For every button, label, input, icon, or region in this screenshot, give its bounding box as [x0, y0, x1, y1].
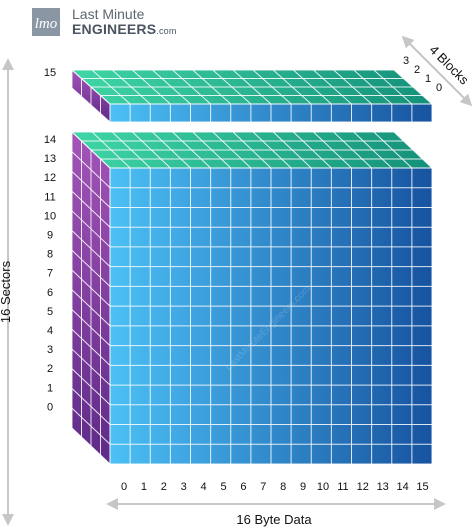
grid-line [71, 289, 111, 327]
logo-badge-text: lmo [35, 16, 58, 32]
sector-number-label: 7 [47, 268, 53, 280]
bytes-axis-title: 16 Byte Data [236, 512, 312, 527]
grid-line [71, 368, 111, 406]
byte-number-label: 15 [416, 481, 428, 493]
block-number-label: 1 [425, 73, 431, 85]
grid-line [71, 328, 111, 366]
blocks-axis-arrow [401, 35, 473, 107]
sector-number-label: 14 [44, 134, 56, 146]
byte-number-label: 4 [201, 481, 207, 493]
byte-number-label: 0 [121, 481, 127, 493]
sector-number-label: 12 [44, 172, 56, 184]
cube-grid [71, 131, 433, 465]
logo-text-main: ENGINEERS [72, 21, 157, 37]
trailer-sector-number: 15 [44, 67, 56, 79]
sector-number-label: 2 [47, 363, 53, 375]
byte-number-label: 12 [357, 481, 369, 493]
byte-number-label: 1 [141, 481, 147, 493]
sector-number-label: 3 [47, 344, 53, 356]
sector-main-cube [71, 131, 433, 465]
logo-badge-icon: lmo [32, 8, 60, 36]
sectors-axis-title: 16 Sectors [0, 260, 13, 323]
sector-number-label: 5 [47, 306, 53, 318]
grid-line [71, 210, 111, 248]
sector-number-label: 6 [47, 287, 53, 299]
grid-line [71, 230, 111, 268]
byte-number-label: 13 [377, 481, 389, 493]
byte-number-labels: 0 1 2 3 4 5 6 7 8 9 10 11 12 13 14 15 [121, 481, 429, 493]
byte-number-label: 9 [300, 481, 306, 493]
sector-number-label: 11 [44, 191, 55, 203]
grid-line [71, 269, 111, 307]
byte-number-label: 10 [317, 481, 329, 493]
byte-number-label: 2 [161, 481, 167, 493]
grid-line [71, 190, 111, 228]
grid-line [71, 87, 111, 123]
sector-number-label: 0 [47, 401, 53, 413]
byte-number-label: 7 [260, 481, 266, 493]
block-number-label: 3 [403, 55, 409, 67]
grid-line [71, 171, 111, 208]
sector-number-label: 13 [44, 153, 56, 165]
grid-line [71, 407, 111, 445]
block-number-label: 0 [436, 82, 442, 94]
byte-number-label: 3 [181, 481, 187, 493]
grid-line [71, 388, 111, 425]
logo-text-suffix: .com [156, 26, 177, 36]
grid-line [71, 250, 111, 287]
byte-number-label: 11 [337, 481, 348, 493]
byte-number-label: 5 [220, 481, 226, 493]
grid-line [71, 151, 111, 189]
block-number-label: 2 [414, 64, 420, 76]
grid-line [71, 348, 111, 386]
sector-number-label: 10 [44, 210, 56, 222]
byte-number-label: 14 [396, 481, 408, 493]
grid-line [71, 309, 111, 346]
grid-line [71, 131, 111, 169]
sector-number-label: 8 [47, 249, 53, 261]
grid-line [71, 427, 111, 465]
brand-logo[interactable]: lmo Last Minute ENGINEERS.com [28, 4, 188, 44]
logo-text-line1: Last Minute [72, 6, 145, 22]
sector-number-label: 4 [47, 325, 53, 337]
byte-number-label: 6 [240, 481, 246, 493]
sector-number-label: 9 [47, 230, 53, 242]
grid-line [71, 69, 111, 105]
sector-number-label: 1 [47, 382, 53, 394]
blocks-axis-title: 4 Blocks [427, 42, 473, 88]
byte-number-label: 8 [280, 481, 286, 493]
sector-trailer-slab [71, 69, 433, 123]
logo-text-line2: ENGINEERS.com [72, 21, 177, 37]
trailer-grid [71, 69, 433, 123]
